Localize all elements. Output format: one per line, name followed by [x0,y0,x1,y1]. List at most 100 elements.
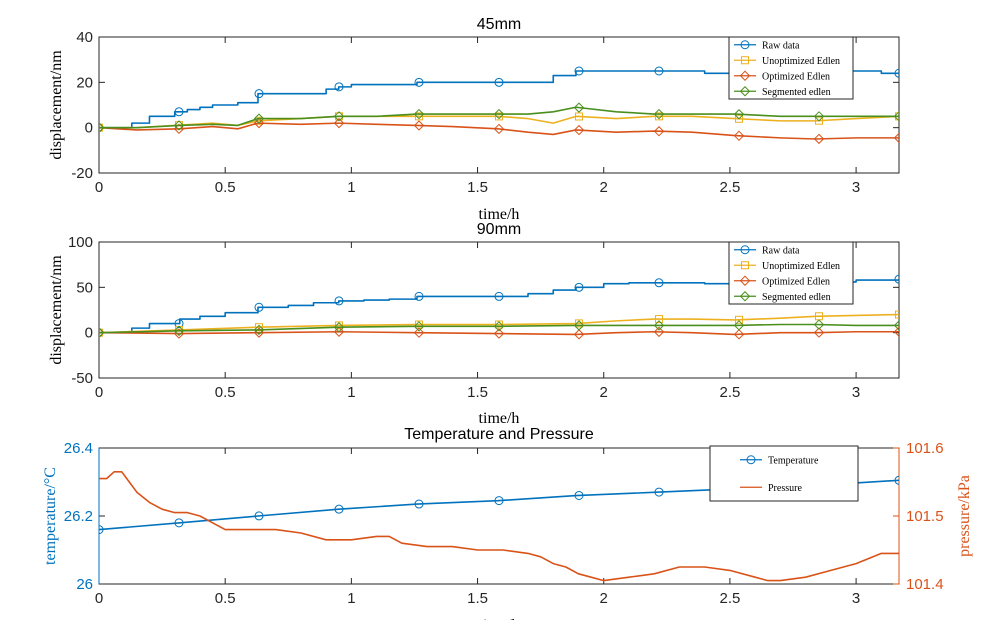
legend-item-1: Unoptimized Edlen [734,56,840,67]
x-tick-label: 2 [600,590,608,607]
y-tick-label: 50 [76,279,93,296]
legend-label: Raw data [762,40,800,51]
x-axis-label: time/h [479,206,520,223]
data-point [254,89,264,99]
data-point [894,274,899,284]
x-tick-label: 2 [600,384,608,401]
data-point [413,108,425,120]
x-tick-label: 2 [600,179,608,196]
y-tick-label: 40 [76,29,93,46]
data-point [893,111,899,122]
y-tick-label: 26.4 [64,440,93,457]
y-axis-label: temperature/°C [42,467,59,565]
data-point [333,322,345,333]
data-point [573,124,585,136]
x-tick-label: 1 [347,384,355,401]
data-point [654,487,664,497]
data-point [333,326,345,337]
legend-label: Temperature [768,455,819,466]
data-point [813,319,825,330]
x-tick-label: 2.5 [719,179,740,196]
series-3 [99,102,899,133]
data-point [495,320,503,329]
y-axis-label: displacement/nm [48,50,65,160]
data-point [413,321,425,332]
data-point [654,66,664,76]
data-point [495,112,503,121]
series-line-0 [99,70,899,129]
legend-marker [739,291,751,302]
data-point [733,130,745,142]
data-point [654,278,664,288]
data-point [414,291,424,301]
legend-item-3: Segmented edlen [734,291,831,303]
y-tick-label: 0 [85,325,93,342]
data-point [493,123,505,135]
data-point [575,319,583,328]
legend-item-2: Optimized Edlen [734,70,830,82]
legend-marker [741,56,749,65]
data-point [573,329,585,340]
data-point [414,499,424,509]
legend-item-1: Pressure [740,483,802,494]
legend-marker [739,70,751,81]
legend-label: Pressure [768,483,802,494]
legend-label: Optimized Edlen [762,276,830,287]
data-point [173,120,185,131]
chart-title: Temperature and Pressure [404,426,594,443]
series-line-1 [99,471,899,582]
data-point [575,112,583,121]
data-point [494,291,504,301]
legend-item-0: Raw data [734,40,800,51]
data-point [414,77,424,87]
y-tick-label: -50 [71,370,93,387]
data-point [413,327,425,338]
series-line-3 [99,106,899,129]
data-point [894,475,899,485]
y-tick-label: 26.2 [64,508,93,525]
data-point [574,490,584,500]
legend-marker [739,275,751,286]
x-tick-label: 0 [95,179,103,196]
data-point [254,511,264,521]
data-point [733,109,745,120]
legend-marker [741,261,749,270]
y-axis-label: displacement/nm [48,255,65,365]
data-point [413,120,425,131]
legend-marker [739,86,751,97]
legend-label: Raw data [762,245,800,256]
x-tick-label: 2.5 [719,384,740,401]
data-point [174,518,184,528]
data-point [253,113,265,124]
y-right-tick-label: 101.6 [906,440,944,457]
series-1 [99,471,899,582]
legend-item-2: Optimized Edlen [734,275,830,287]
x-tick-label: 0.5 [215,590,236,607]
data-point [493,108,505,120]
legend: Temperature Pressure [709,445,859,502]
x-tick-label: 1 [347,590,355,607]
data-point [813,327,825,338]
x-tick-label: 0.5 [215,384,236,401]
data-point [735,114,743,123]
data-point [733,320,745,331]
series-3 [99,319,899,338]
data-point [655,112,663,121]
data-point [334,504,344,514]
data-point [254,302,264,312]
data-point [733,329,745,340]
data-point [493,321,505,332]
x-tick-label: 1.5 [467,384,488,401]
data-point [653,320,665,331]
series-line-2 [99,122,899,140]
data-point [99,327,105,338]
data-point [415,112,423,121]
data-point [253,117,265,129]
data-point [494,496,504,506]
data-point [894,68,899,78]
data-point [574,282,584,292]
data-point [333,117,345,129]
